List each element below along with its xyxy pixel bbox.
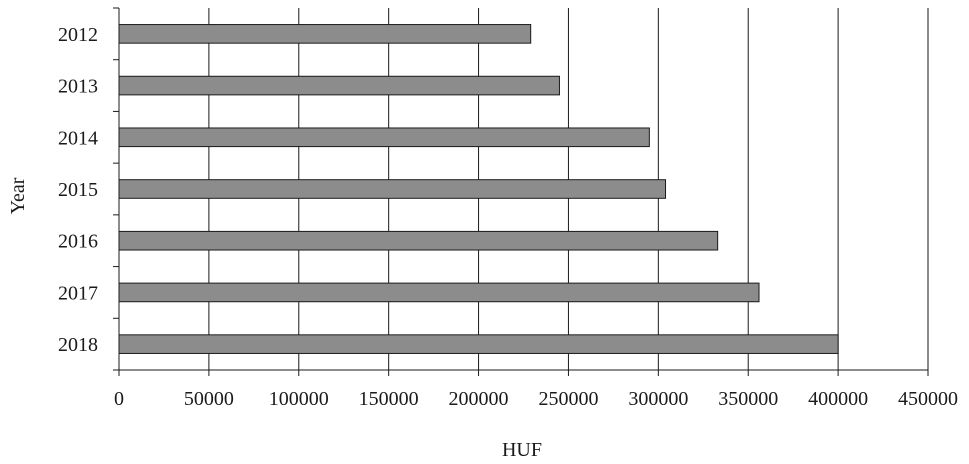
x-tick-label: 200000 — [449, 388, 509, 410]
axes — [113, 7, 929, 376]
x-tick-label: 400000 — [808, 388, 868, 410]
bar-2013 — [118, 75, 560, 96]
x-tick-label: 450000 — [898, 388, 958, 410]
bar-2016 — [118, 230, 719, 251]
x-tick-label: 50000 — [184, 388, 234, 410]
y-tick-label: 2013 — [58, 76, 98, 98]
bar-2012 — [118, 24, 532, 44]
bar-2014 — [118, 127, 650, 148]
x-tick-label: 250000 — [538, 388, 598, 410]
y-tick-label: 2015 — [58, 179, 98, 201]
y-tick-label: 2018 — [58, 334, 98, 356]
x-tick-labels: 0 50000 100000 150000 200000 250000 300000 3500… — [114, 388, 958, 410]
x-tick-label: 350000 — [718, 388, 778, 410]
bar-2017 — [118, 282, 760, 303]
x-axis-title: HUF — [502, 439, 542, 461]
x-tick-label: 0 — [114, 388, 124, 410]
bar-2018 — [118, 334, 839, 354]
y-tick-labels: 2012 2013 2014 2015 2016 2017 2018 — [58, 24, 98, 356]
y-tick-label: 2012 — [58, 24, 98, 46]
bar-2015 — [118, 179, 667, 199]
y-tick-label: 2016 — [58, 231, 98, 253]
y-axis-title: Year — [7, 177, 29, 214]
x-tick-label: 100000 — [269, 388, 329, 410]
x-tick-label: 150000 — [359, 388, 419, 410]
y-tick-label: 2014 — [58, 127, 98, 149]
y-tick-label: 2017 — [58, 282, 98, 304]
x-tick-label: 300000 — [628, 388, 688, 410]
